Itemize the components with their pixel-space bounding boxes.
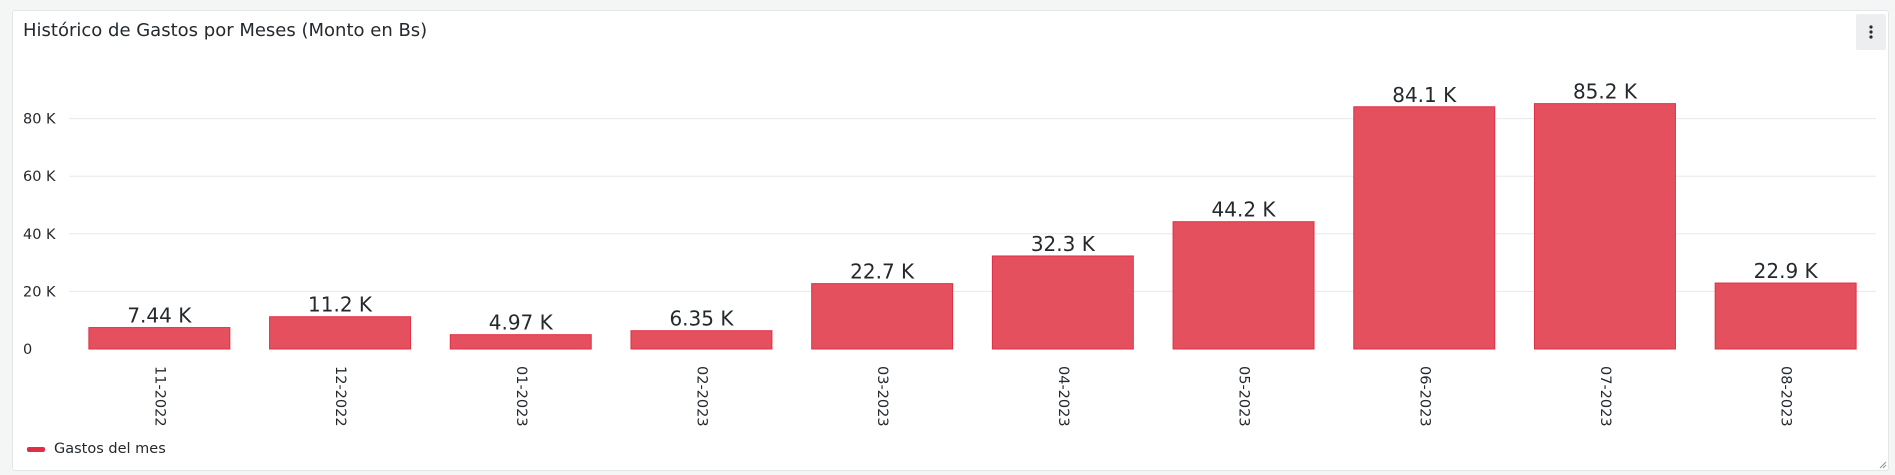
bar <box>88 327 231 350</box>
x-tick-label: 12-2022 <box>332 366 348 427</box>
x-tick-label: 06-2023 <box>1416 366 1432 427</box>
bar <box>811 283 954 350</box>
bar-chart: 0 20 K 40 K 60 K 80 K 7.44 K 11-2022 11.2 K 12-2… <box>23 80 1876 427</box>
legend-swatch <box>27 446 45 452</box>
bar-value-label: 22.7 K <box>850 260 915 284</box>
x-tick-label: 05-2023 <box>1236 366 1252 427</box>
resize-corner-icon[interactable] <box>1879 461 1887 469</box>
x-tick-label: 03-2023 <box>874 366 890 427</box>
x-tick-label: 04-2023 <box>1055 366 1071 427</box>
panel-menu-button[interactable] <box>1856 14 1886 50</box>
x-tick-label: 11-2022 <box>151 366 167 427</box>
bar-value-label: 32.3 K <box>1031 232 1096 256</box>
x-tick-label: 07-2023 <box>1597 366 1613 427</box>
bar <box>1353 106 1496 350</box>
bar-value-label: 11.2 K <box>308 293 373 317</box>
bar <box>630 330 773 350</box>
bar-value-label: 22.9 K <box>1754 259 1819 283</box>
bar <box>269 316 412 350</box>
bar <box>1172 221 1315 350</box>
legend-item[interactable]: Gastos del mes <box>27 441 166 457</box>
bar-value-label: 7.44 K <box>127 304 192 328</box>
panel-title: Histórico de Gastos por Meses (Monto en … <box>23 20 428 41</box>
y-tick-label: 80 K <box>23 112 56 128</box>
legend-label: Gastos del mes <box>54 441 166 457</box>
x-tick-label: 02-2023 <box>693 366 709 427</box>
bar-value-label: 44.2 K <box>1212 198 1277 222</box>
y-tick-label: 0 <box>23 342 32 358</box>
bar <box>449 334 592 350</box>
bar-value-label: 84.1 K <box>1392 83 1457 107</box>
bar-value-label: 4.97 K <box>489 311 554 335</box>
bar <box>991 255 1134 350</box>
x-tick-label: 08-2023 <box>1778 366 1794 427</box>
bar <box>1533 103 1676 350</box>
bar <box>1714 282 1857 350</box>
x-tick-label: 01-2023 <box>513 366 529 427</box>
y-tick-label: 40 K <box>23 227 56 243</box>
y-tick-label: 20 K <box>23 284 56 300</box>
chart-panel: Histórico de Gastos por Meses (Monto en … <box>12 10 1889 471</box>
bar-value-label: 85.2 K <box>1573 80 1638 104</box>
kebab-vertical-icon <box>1869 25 1873 39</box>
bar-value-label: 6.35 K <box>669 307 734 331</box>
y-tick-label: 60 K <box>23 169 56 185</box>
